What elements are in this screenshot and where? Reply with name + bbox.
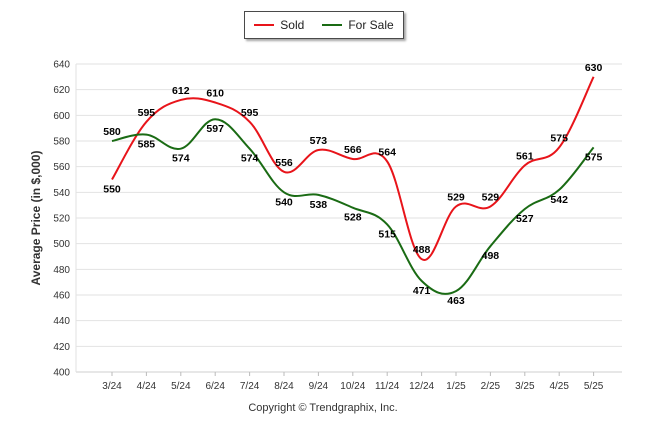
data-label-sold: 573	[310, 135, 328, 147]
data-label-for-sale: 585	[138, 139, 156, 151]
y-tick-label: 440	[53, 316, 70, 327]
data-label-for-sale: 574	[241, 153, 259, 165]
x-tick-label: 8/24	[274, 381, 294, 392]
chart-axes: 400 420 440 460 480 500 520 540 560 580 600 620 640 3…	[29, 60, 622, 392]
copyright-text: Copyright © Trendgraphix, Inc.	[248, 402, 398, 414]
y-tick-label: 600	[53, 111, 70, 122]
legend-swatch-for-sale	[322, 24, 343, 26]
y-tick-label: 460	[53, 291, 70, 302]
x-tick-label: 5/25	[584, 381, 604, 392]
data-label-sold: 561	[516, 150, 534, 162]
data-label-sold: 610	[206, 88, 224, 100]
data-label-for-sale: 575	[585, 151, 603, 163]
x-tick-label: 12/24	[409, 381, 434, 392]
data-label-for-sale: 574	[172, 153, 190, 165]
legend-label-sold: Sold	[280, 18, 305, 32]
data-label-for-sale: 538	[310, 199, 328, 211]
data-label-sold: 529	[447, 191, 465, 203]
data-label-for-sale: 463	[447, 295, 465, 307]
data-label-sold: 630	[585, 62, 603, 74]
data-label-sold: 612	[172, 85, 190, 97]
y-tick-label: 480	[53, 265, 70, 276]
data-label-sold: 488	[413, 244, 431, 256]
chart-series	[111, 76, 595, 295]
legend-item-for-sale[interactable]: For Sale	[322, 18, 394, 32]
data-label-sold: 550	[103, 184, 121, 196]
x-tick-label: 4/25	[549, 381, 569, 392]
x-tick-label: 4/24	[137, 381, 157, 392]
x-tick-label: 10/24	[340, 381, 365, 392]
legend-item-sold[interactable]: Sold	[254, 18, 304, 32]
grid-lines	[76, 63, 622, 373]
x-tick-label: 7/24	[240, 381, 260, 392]
data-label-for-sale: 515	[378, 228, 396, 240]
y-tick-label: 400	[53, 368, 70, 379]
data-label-sold: 595	[241, 107, 259, 119]
data-label-for-sale: 580	[103, 126, 121, 138]
legend-label-for-sale: For Sale	[348, 18, 394, 32]
x-tick-label: 3/24	[102, 381, 122, 392]
data-label-sold: 529	[482, 191, 500, 203]
series-line-sold	[111, 76, 595, 261]
y-tick-label: 560	[53, 162, 70, 173]
y-tick-label: 500	[53, 239, 70, 250]
x-tick-label: 11/24	[375, 381, 400, 392]
y-tick-label: 420	[53, 342, 70, 353]
x-tick-label: 5/24	[171, 381, 191, 392]
y-axis-label: Average Price (in $,000)	[29, 151, 43, 286]
data-labels: 550 580 595 585 612 574 610 597 595 574 556 540 573 5…	[103, 62, 602, 307]
legend-swatch-sold	[254, 24, 275, 26]
y-tick-label: 640	[53, 60, 70, 71]
y-tick-label: 580	[53, 137, 70, 148]
data-label-for-sale: 498	[482, 250, 500, 262]
data-label-for-sale: 527	[516, 213, 534, 225]
data-label-sold: 575	[550, 132, 568, 144]
y-tick-label: 620	[53, 85, 70, 96]
x-tick-label: 2/25	[481, 381, 501, 392]
data-label-for-sale: 528	[344, 212, 362, 224]
data-label-sold: 556	[275, 157, 293, 169]
series-line-for-sale	[111, 118, 595, 295]
data-label-sold: 564	[378, 147, 396, 159]
data-label-for-sale: 471	[413, 285, 431, 297]
x-tick-label: 1/25	[446, 381, 466, 392]
data-label-for-sale: 540	[275, 196, 293, 208]
data-label-sold: 595	[138, 107, 156, 119]
chart-legend: Sold For Sale	[244, 11, 404, 39]
data-label-for-sale: 597	[206, 123, 224, 135]
x-tick-label: 6/24	[205, 381, 225, 392]
y-tick-label: 520	[53, 214, 70, 225]
data-label-sold: 566	[344, 144, 362, 156]
x-tick-label: 3/25	[515, 381, 535, 392]
x-tick-label: 9/24	[309, 381, 329, 392]
y-tick-label: 540	[53, 188, 70, 199]
data-label-for-sale: 542	[550, 194, 568, 206]
